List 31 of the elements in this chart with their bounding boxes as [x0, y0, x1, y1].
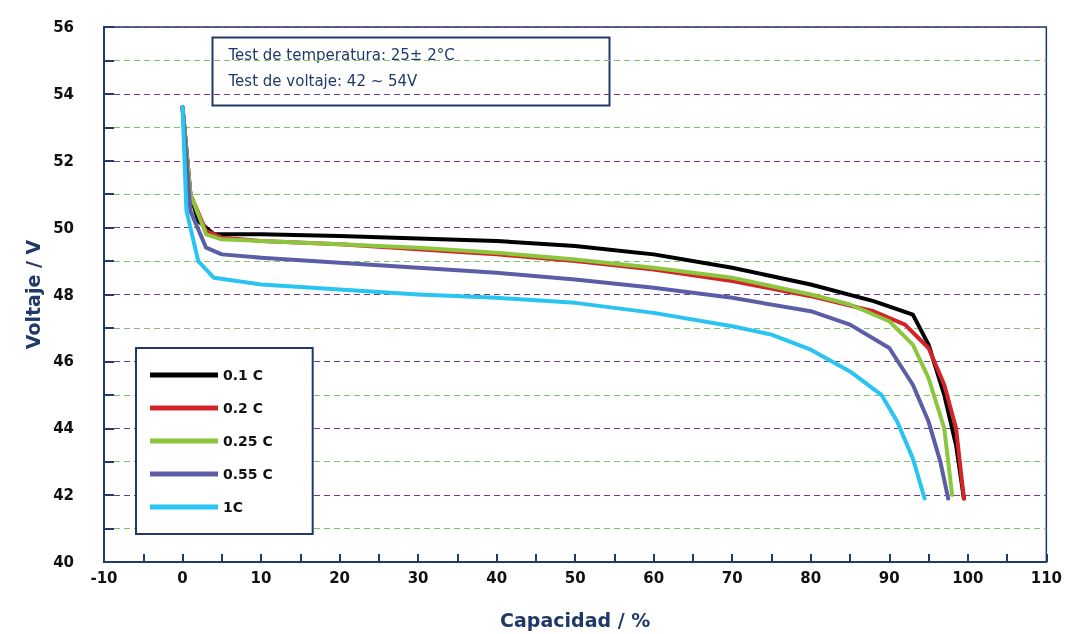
legend-label: 0.2 C — [223, 400, 263, 416]
y-tick-label: 46 — [53, 352, 74, 371]
x-tick-label: 110 — [1030, 568, 1062, 587]
x-tick-label: 20 — [329, 568, 351, 587]
x-axis-title: Capacidad / % — [500, 608, 651, 631]
legend-label: 0.1 C — [223, 367, 263, 383]
x-tick-label: 50 — [564, 568, 586, 587]
x-tick-label: 0 — [177, 568, 188, 587]
y-axis-title: Voltaje / V — [21, 239, 44, 350]
annotation: Test de voltaje: 42 ~ 54V — [227, 72, 419, 90]
y-tick-label: 56 — [53, 18, 74, 36]
legend-label: 0.25 C — [223, 433, 273, 449]
x-tick-label: 100 — [952, 568, 984, 587]
y-tick-label: 52 — [53, 151, 74, 170]
x-tick-label: 80 — [800, 568, 822, 587]
y-tick-label: 40 — [53, 553, 74, 571]
x-tick-label: 30 — [407, 568, 429, 587]
x-tick-label: 40 — [486, 568, 508, 587]
legend-label: 0.55 C — [223, 466, 273, 482]
x-tick-label: 10 — [250, 568, 272, 587]
x-tick-label: 60 — [643, 568, 665, 587]
x-tick-label: -10 — [90, 568, 118, 587]
y-tick-label: 48 — [53, 285, 74, 304]
y-tick-label: 44 — [53, 419, 74, 438]
legend-label: 1C — [223, 499, 244, 515]
x-tick-label: 90 — [878, 568, 900, 587]
x-tick-label: 70 — [721, 568, 743, 587]
annotation: Test de temperatura: 25± 2°C — [227, 46, 455, 64]
y-tick-label: 54 — [53, 84, 74, 103]
y-tick-label: 50 — [53, 218, 74, 237]
y-tick-label: 42 — [53, 486, 74, 505]
